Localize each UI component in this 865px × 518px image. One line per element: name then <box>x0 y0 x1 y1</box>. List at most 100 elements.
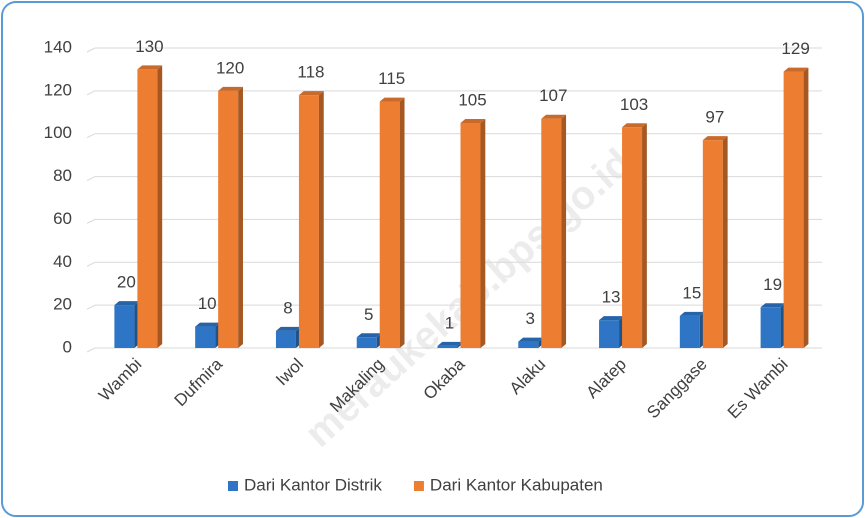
data-label: 13 <box>602 288 621 307</box>
bar-front <box>379 101 400 348</box>
bar-front <box>760 307 781 348</box>
data-label: 103 <box>620 95 648 114</box>
grid-line <box>86 47 822 53</box>
data-label: 15 <box>682 283 701 302</box>
bar <box>599 316 624 348</box>
bar-top <box>702 136 728 141</box>
legend-label: Dari Kantor Distrik <box>244 475 382 494</box>
bar-top <box>679 311 705 316</box>
bar-front <box>541 118 562 348</box>
bar-front <box>437 345 458 348</box>
y-tick-label: 0 <box>63 337 72 356</box>
bar-top <box>275 326 301 331</box>
y-tick-label: 140 <box>44 37 72 56</box>
data-label: 19 <box>763 275 782 294</box>
bar <box>137 65 163 348</box>
bar <box>760 303 786 348</box>
bar <box>218 86 243 348</box>
bar-top <box>622 123 647 128</box>
bar <box>518 337 544 348</box>
bar-front <box>356 337 377 348</box>
y-tick-label: 40 <box>53 252 72 271</box>
bar-front <box>679 315 700 348</box>
data-label: 8 <box>283 298 292 317</box>
bar-front <box>702 140 723 348</box>
bar-side <box>642 123 647 349</box>
data-label: 115 <box>378 69 405 88</box>
bar-top <box>298 91 324 96</box>
grid-line <box>86 347 822 353</box>
bar-side <box>803 67 809 349</box>
bar-top <box>195 322 220 327</box>
bar-front <box>518 341 539 348</box>
y-tick-label: 60 <box>53 209 72 228</box>
data-label: 5 <box>364 305 373 324</box>
bar-side <box>480 119 486 348</box>
bar-front <box>460 123 481 348</box>
data-label: 97 <box>705 108 724 127</box>
data-label: 20 <box>117 273 136 292</box>
bar-front <box>275 330 296 348</box>
data-label: 10 <box>198 294 217 313</box>
bar-front <box>114 305 135 348</box>
y-tick-label: 20 <box>53 295 72 314</box>
bar-front <box>298 95 319 349</box>
bar-top <box>599 316 624 321</box>
bar <box>379 97 405 348</box>
bar <box>275 326 301 348</box>
bar-top <box>114 301 140 306</box>
data-label: 3 <box>526 309 535 328</box>
bar <box>460 119 486 348</box>
data-label: 1 <box>445 313 454 332</box>
bar-front <box>218 90 239 348</box>
grid-line <box>86 304 822 310</box>
bar-side <box>157 65 163 348</box>
bar-top <box>460 119 486 123</box>
bar-top <box>137 65 163 70</box>
bar-top <box>783 67 809 72</box>
grid-line <box>86 90 822 96</box>
legend-swatch <box>228 481 238 491</box>
y-tick-label: 100 <box>44 123 72 142</box>
bar-front <box>622 127 643 349</box>
bar-top <box>518 337 544 342</box>
bar <box>783 67 809 349</box>
grid-line <box>86 261 822 267</box>
data-label: 105 <box>458 90 486 109</box>
bar-side <box>399 97 405 348</box>
bar-side <box>722 136 728 348</box>
bar-front <box>195 326 216 348</box>
bar <box>298 91 324 349</box>
bar <box>356 333 382 348</box>
bar <box>622 123 647 349</box>
grid-line <box>86 218 822 224</box>
grid-line <box>86 176 822 182</box>
bar-front <box>137 69 158 348</box>
legend-swatch <box>413 481 424 491</box>
bar-front <box>783 71 804 349</box>
bar-top <box>437 341 463 346</box>
bar-side <box>238 86 243 348</box>
bar <box>437 341 463 348</box>
grid-line <box>86 133 822 139</box>
y-tick-label: 80 <box>53 166 72 185</box>
data-label: 107 <box>539 86 567 105</box>
bar-side <box>561 114 567 348</box>
bar <box>541 114 567 348</box>
bar-top <box>356 333 382 338</box>
bar-top <box>541 114 567 119</box>
legend-label: Dari Kantor Kabupaten <box>430 475 603 494</box>
data-label: 129 <box>781 39 809 58</box>
bar <box>195 322 220 348</box>
y-tick-label: 120 <box>44 80 72 99</box>
bar-front <box>599 320 620 348</box>
bar-top <box>760 303 786 308</box>
bar-side <box>318 91 324 349</box>
bar <box>114 301 140 348</box>
data-label: 130 <box>135 37 163 56</box>
data-label: 118 <box>297 63 324 82</box>
data-label: 120 <box>216 58 244 77</box>
bar-top <box>379 97 405 102</box>
